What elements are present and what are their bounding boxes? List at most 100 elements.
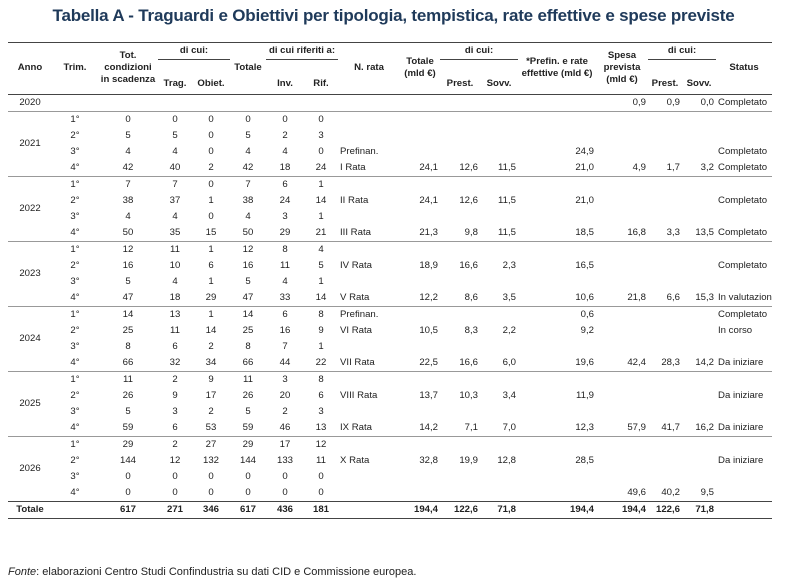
status-cell bbox=[716, 274, 772, 290]
rtot-cell bbox=[400, 274, 440, 290]
spesa-cell bbox=[596, 241, 649, 258]
rprest-cell bbox=[440, 404, 480, 420]
rtot-cell bbox=[400, 176, 441, 193]
prefin-cell bbox=[518, 485, 596, 502]
total-row: Totale 617 271 346 617 436 181 194,4 122… bbox=[8, 501, 773, 519]
rata-cell bbox=[338, 339, 400, 355]
rsovv-cell bbox=[480, 274, 518, 290]
rprest-cell bbox=[440, 436, 481, 453]
sprest-cell: 40,2 bbox=[661, 487, 681, 498]
status-cell bbox=[716, 436, 773, 453]
status-cell bbox=[716, 469, 772, 485]
total-cell: 617 bbox=[230, 501, 266, 519]
sprest-cell: 28,3 bbox=[661, 357, 681, 368]
total-cell: 122,6 bbox=[440, 501, 481, 519]
status-cell bbox=[716, 404, 772, 420]
trag-cell: 4 bbox=[172, 146, 178, 157]
spesa-cell bbox=[596, 209, 648, 225]
totale-cell: 4 bbox=[245, 146, 251, 157]
rif-cell: 1 bbox=[304, 176, 339, 193]
tot-cell: 26 bbox=[122, 390, 134, 401]
trim-cell: 4° bbox=[70, 487, 80, 498]
rprest-cell: 10,3 bbox=[459, 390, 479, 401]
rsovv-cell bbox=[480, 485, 518, 502]
prefin-cell bbox=[518, 176, 597, 193]
table-row: 3° 0 0 0 0 0 0 bbox=[8, 469, 772, 485]
sprest-cell: 0,9 bbox=[648, 94, 683, 112]
rtot-cell bbox=[400, 371, 441, 388]
spesa-cell bbox=[596, 193, 648, 209]
obiet-cell: 2 bbox=[208, 341, 214, 352]
table-row: 3° 5 3 2 5 2 3 bbox=[8, 404, 772, 420]
status-cell bbox=[716, 371, 773, 388]
trim-cell: 4° bbox=[70, 422, 80, 433]
total-cell: 71,8 bbox=[480, 501, 519, 519]
rata-cell bbox=[338, 94, 401, 112]
sprest-cell bbox=[648, 436, 683, 453]
spesa-cell bbox=[596, 436, 649, 453]
rata-cell bbox=[338, 485, 400, 502]
year-cell: 2021 bbox=[8, 111, 52, 177]
trim-cell: 1° bbox=[52, 306, 98, 323]
rprest-cell: 8,3 bbox=[464, 325, 479, 336]
rata-cell bbox=[338, 274, 400, 290]
status-cell bbox=[716, 111, 773, 128]
year-cell: 2026 bbox=[8, 436, 52, 502]
rsovv-cell bbox=[480, 306, 519, 323]
rsovv-cell: 6,0 bbox=[502, 357, 517, 368]
tot-cell: 8 bbox=[125, 341, 131, 352]
source-note: Fonte: elaborazioni Centro Studi Confind… bbox=[8, 566, 416, 578]
sprest-cell bbox=[648, 241, 683, 258]
rif-cell: 13 bbox=[315, 422, 327, 433]
trim-cell: 3° bbox=[70, 146, 80, 157]
total-cell: 122,6 bbox=[648, 501, 683, 519]
rtot-cell: 24,1 bbox=[419, 195, 439, 206]
ssovv-cell bbox=[682, 258, 716, 274]
spesa-cell bbox=[596, 176, 649, 193]
rata-cell bbox=[338, 404, 400, 420]
inv-cell: 18 bbox=[279, 162, 291, 173]
rif-cell: 9 bbox=[318, 325, 324, 336]
ssovv-cell bbox=[682, 209, 716, 225]
ssovv-cell: 14,2 bbox=[695, 357, 715, 368]
rsovv-cell bbox=[480, 128, 518, 144]
header-status: Status bbox=[716, 42, 773, 92]
trag-cell: 4 bbox=[172, 211, 178, 222]
status-cell: Da iniziare bbox=[718, 357, 764, 368]
obiet-cell: 34 bbox=[205, 357, 217, 368]
header-spesa: Spesa prevista (mld €) bbox=[596, 42, 649, 92]
totale-cell: 11 bbox=[230, 371, 266, 388]
obiet-cell: 0 bbox=[192, 176, 230, 193]
trag-cell: 9 bbox=[172, 390, 178, 401]
trag-cell: 0 bbox=[158, 111, 192, 128]
obiet-cell: 0 bbox=[208, 471, 214, 482]
rif-cell: 11 bbox=[316, 455, 326, 466]
source-text: : elaborazioni Centro Studi Confindustri… bbox=[36, 566, 417, 578]
totale-cell: 14 bbox=[230, 306, 266, 323]
header-prest-2: Prest. bbox=[651, 78, 679, 89]
rsovv-cell: 2,2 bbox=[502, 325, 517, 336]
spesa-cell bbox=[596, 111, 649, 128]
trim-cell: 2° bbox=[70, 325, 80, 336]
ssovv-cell: 16,2 bbox=[695, 422, 715, 433]
inv-cell: 2 bbox=[282, 130, 288, 141]
trim-cell: 4° bbox=[70, 162, 80, 173]
obiet-cell: 15 bbox=[205, 227, 217, 238]
rtot-cell: 24,1 bbox=[419, 162, 439, 173]
status-cell bbox=[716, 339, 772, 355]
trag-cell: 6 bbox=[172, 422, 178, 433]
trim-cell: 4° bbox=[70, 357, 80, 368]
header-rif: Rif. bbox=[313, 78, 329, 89]
obiet-cell: 0 bbox=[208, 130, 214, 141]
sprest-cell bbox=[648, 323, 682, 339]
table-row: 3° 8 6 2 8 7 1 bbox=[8, 339, 772, 355]
rif-cell: 5 bbox=[318, 260, 324, 271]
prefin-cell: 21,0 bbox=[575, 195, 595, 206]
trag-cell: 2 bbox=[158, 371, 192, 388]
trim-cell bbox=[52, 94, 98, 112]
spesa-cell bbox=[596, 274, 648, 290]
inv-cell: 4 bbox=[282, 146, 288, 157]
status-cell: In valutazione bbox=[718, 292, 773, 303]
rsovv-cell bbox=[480, 436, 519, 453]
rtot-cell bbox=[400, 469, 440, 485]
